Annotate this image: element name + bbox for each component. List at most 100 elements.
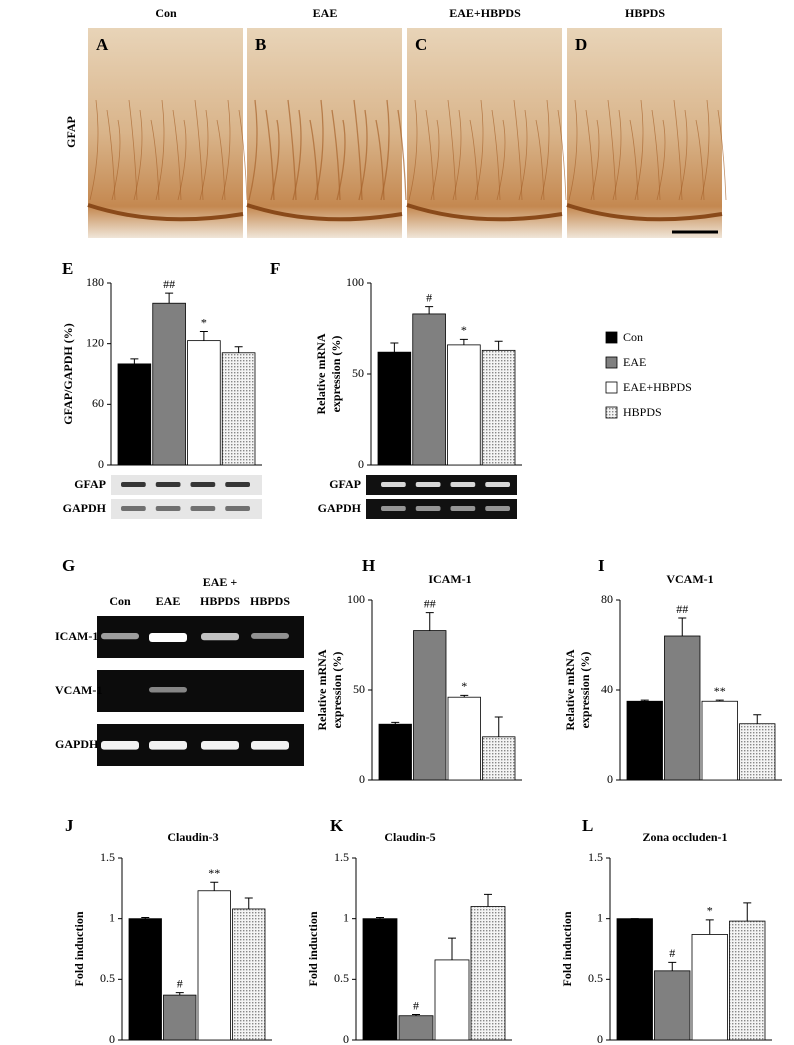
bar [701, 700, 738, 781]
fiber [238, 109, 248, 201]
fiber [568, 99, 578, 201]
fiber [150, 119, 160, 201]
band [155, 482, 181, 487]
y-tick-label: 0 [358, 457, 364, 471]
y-axis-label: Relative mRNA [315, 649, 329, 730]
gel-column-label: HBPDS [200, 594, 240, 608]
band [149, 687, 187, 693]
blot-label: GFAP [74, 477, 106, 491]
bar [616, 918, 653, 1041]
fiber [535, 119, 545, 201]
band [485, 482, 510, 487]
fiber [408, 99, 418, 201]
y-axis-label: Fold induction [560, 911, 574, 986]
y-tick-label: 100 [346, 275, 364, 289]
error-bar [175, 992, 184, 996]
fiber [133, 109, 143, 201]
bar [447, 344, 481, 466]
band [190, 482, 216, 487]
bar [481, 349, 516, 466]
pia-edge [87, 203, 244, 222]
y-tick-label: 1 [109, 910, 115, 924]
fiber [557, 109, 567, 201]
bar [691, 934, 728, 1041]
fiber [397, 109, 407, 201]
band [225, 506, 250, 511]
bar [447, 696, 481, 781]
fiber [248, 99, 258, 201]
bar [187, 340, 221, 466]
significance-mark: # [413, 998, 419, 1012]
error-bar [390, 342, 399, 353]
significance-mark: * [461, 679, 467, 693]
band [381, 482, 406, 487]
panel-label: J [65, 816, 74, 835]
band [121, 482, 146, 487]
y-tick-label: 1.5 [334, 850, 349, 864]
pia-edge [246, 203, 403, 222]
bar [434, 959, 470, 1041]
band [149, 741, 187, 750]
chart-title: Claudin-3 [167, 830, 218, 844]
y-tick-label: 80 [601, 592, 613, 606]
y-tick-label: 120 [86, 335, 104, 349]
error-bar [234, 346, 243, 353]
band [251, 633, 289, 639]
histology-image [88, 28, 243, 238]
y-axis-label: expression (%) [329, 336, 343, 413]
fiber [358, 109, 368, 201]
gel-column-label: Con [109, 594, 131, 608]
legend-swatch [605, 406, 618, 419]
significance-mark: * [461, 323, 467, 337]
blot-strip [111, 499, 262, 519]
y-tick-label: 180 [86, 275, 104, 289]
column-label: HBPDS [625, 6, 665, 20]
bar [654, 970, 691, 1041]
fiber [89, 99, 99, 201]
gel-column-label: EAE + [203, 575, 238, 589]
legend-swatch [605, 331, 618, 344]
y-tick-label: 50 [352, 366, 364, 380]
significance-mark: ## [676, 602, 688, 616]
fiber [452, 109, 462, 201]
bar [163, 994, 197, 1041]
histology-image [407, 28, 562, 238]
fiber [700, 99, 710, 201]
blot-strip [366, 475, 517, 495]
panel-label: L [582, 816, 593, 835]
chart-title: ICAM-1 [428, 572, 471, 586]
blot-label: GAPDH [63, 501, 107, 515]
error-bar [165, 292, 174, 304]
significance-mark: ** [714, 684, 726, 698]
panel-label: B [255, 35, 266, 54]
error-bar [412, 1014, 420, 1016]
bar [413, 630, 447, 781]
fiber [380, 99, 390, 201]
column-label: Con [155, 6, 177, 20]
chart-title: Claudin-5 [384, 830, 435, 844]
fiber [199, 109, 209, 201]
y-axis-label: Fold induction [72, 911, 86, 986]
fiber [629, 119, 639, 201]
band [450, 506, 476, 511]
error-bar [705, 919, 714, 935]
panel-label: K [330, 816, 344, 835]
fiber [216, 119, 226, 201]
fiber [474, 99, 484, 201]
y-tick-label: 0 [109, 1032, 115, 1045]
error-bar [678, 617, 687, 636]
error-bar [210, 881, 219, 891]
band [251, 741, 289, 750]
error-bar [715, 699, 724, 702]
band [121, 506, 146, 511]
band [201, 741, 239, 750]
bar [470, 906, 506, 1041]
significance-mark: # [669, 946, 675, 960]
band [155, 506, 181, 511]
fiber [634, 99, 644, 201]
error-bar [244, 897, 253, 909]
band [101, 633, 139, 640]
panel-label: I [598, 556, 605, 575]
y-tick-label: 0 [607, 772, 613, 786]
gel-row-label: GAPDH [55, 737, 99, 751]
